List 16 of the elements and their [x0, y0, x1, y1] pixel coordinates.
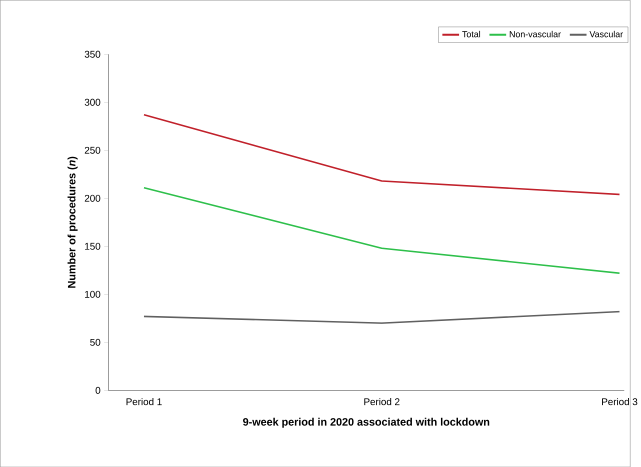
x-tick-label: Period 2: [364, 398, 400, 406]
x-axis-title: 9-week period in 2020 associated with lockdown: [243, 418, 490, 428]
legend-label: Vascular: [590, 30, 623, 38]
legend-label: Non-vascular: [510, 30, 561, 38]
y-tick-label: 200: [84, 194, 100, 202]
y-tick-label: 350: [84, 50, 100, 58]
y-tick-label: 150: [85, 242, 100, 250]
y-tick-label: 300: [84, 98, 100, 106]
y-tick-label: 250: [84, 146, 100, 154]
y-tick-label: 100: [85, 290, 100, 298]
x-tick-label: Period 3: [602, 398, 638, 406]
y-axis-title: Number of procedures (n): [68, 156, 78, 288]
x-tick-label: Period 1: [126, 398, 162, 406]
y-tick-label: 50: [90, 338, 100, 346]
legend-label: Total: [462, 30, 480, 38]
y-tick-label: 0: [96, 386, 100, 394]
